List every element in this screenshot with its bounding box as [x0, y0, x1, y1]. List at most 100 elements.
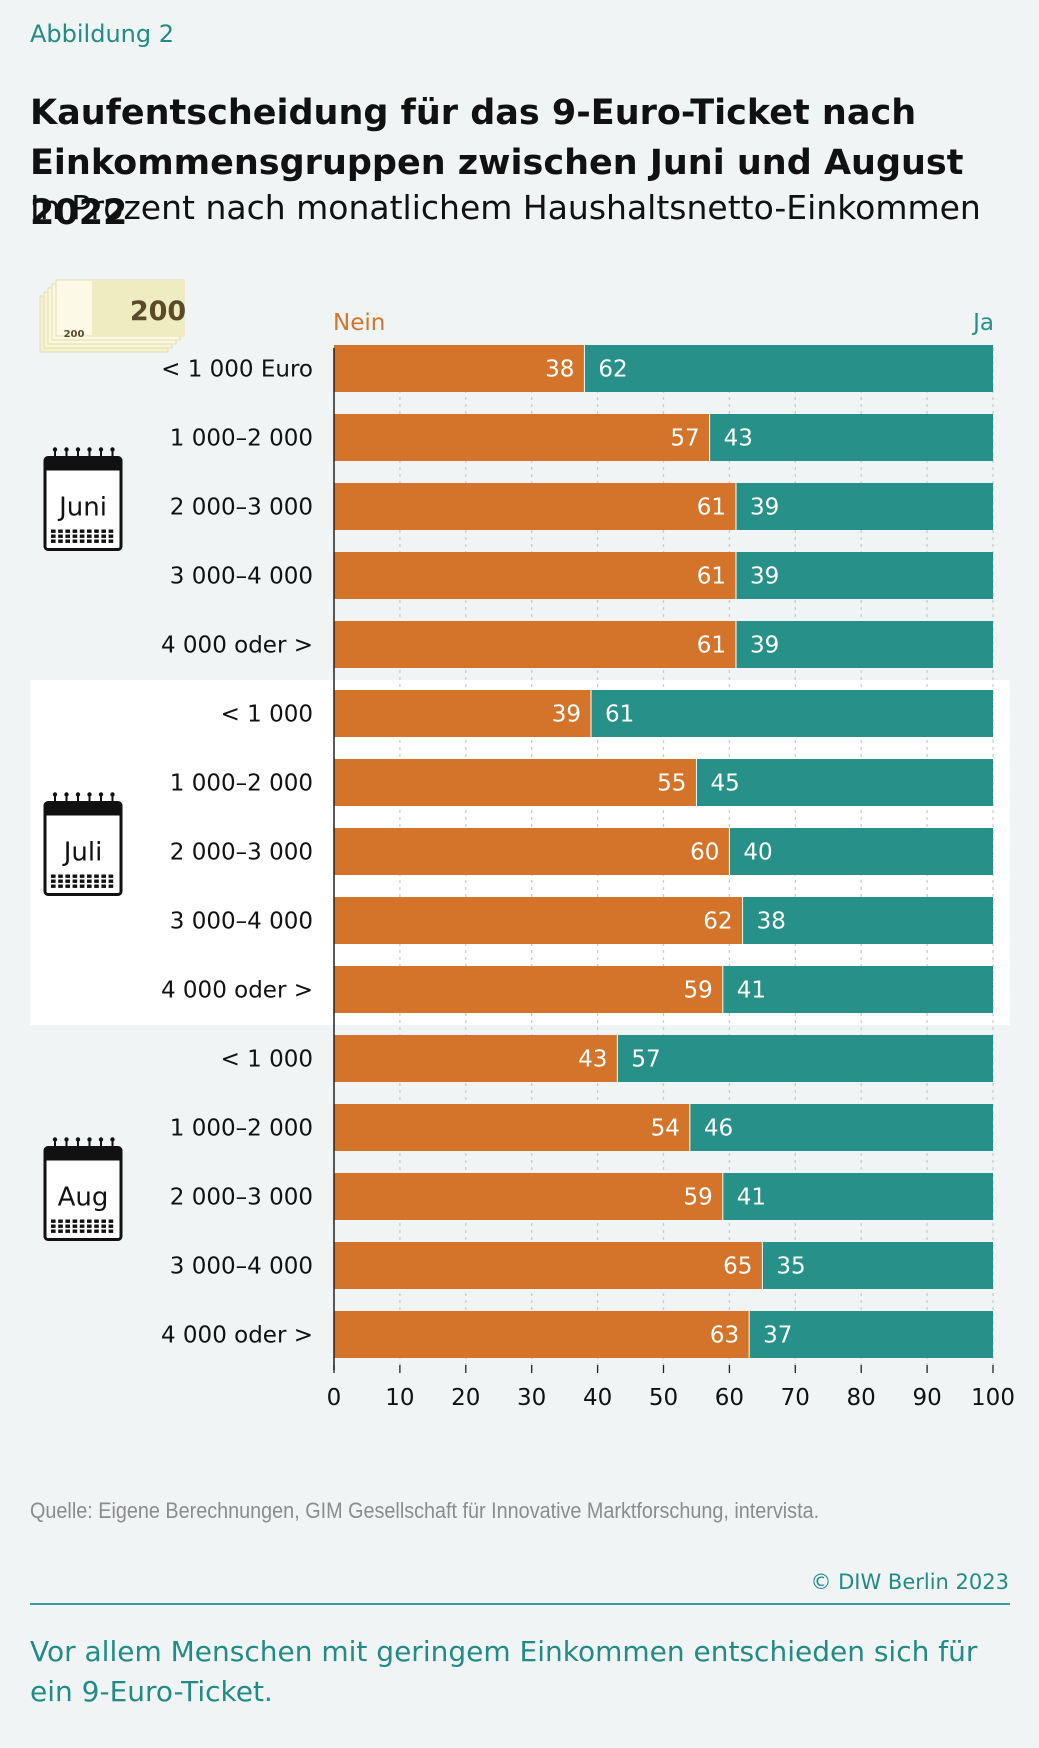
- value-label-ja: 38: [757, 909, 786, 935]
- value-label-ja: 39: [750, 564, 779, 590]
- money-icon-value: 200: [130, 296, 186, 327]
- figure-label: Abbildung 2: [30, 20, 175, 48]
- category-label: 1 000–2 000: [170, 771, 313, 797]
- chart-subtitle: In Prozent nach monatlichem Haushaltsnet…: [30, 188, 981, 227]
- bar-ja: [591, 690, 993, 737]
- category-label: 4 000 oder >: [161, 1323, 313, 1349]
- bar-ja: [735, 621, 993, 668]
- bar-nein: [334, 966, 723, 1013]
- source-note: Quelle: Eigene Berechnungen, GIM Gesells…: [30, 1498, 820, 1523]
- calendar-icon: Juni: [43, 447, 123, 551]
- category-label: 4 000 oder >: [161, 978, 313, 1004]
- x-tick-label: 30: [517, 1385, 546, 1411]
- category-label: 3 000–4 000: [170, 909, 313, 935]
- bar-ja: [722, 966, 993, 1013]
- bar-nein: [334, 828, 730, 875]
- value-label-ja: 41: [737, 978, 766, 1004]
- value-label-ja: 43: [724, 426, 753, 452]
- value-label-nein: 60: [690, 840, 719, 866]
- bar-nein: [334, 483, 736, 530]
- value-label-nein: 61: [697, 633, 726, 659]
- value-label-nein: 63: [710, 1323, 739, 1349]
- value-label-ja: 46: [704, 1116, 733, 1142]
- bar-ja: [729, 828, 993, 875]
- money-icon-small-value: 200: [64, 329, 85, 340]
- value-label-nein: 59: [684, 1185, 713, 1211]
- value-label-nein: 43: [578, 1047, 607, 1073]
- bar-ja: [735, 552, 993, 599]
- bar-ja: [709, 414, 993, 461]
- bar-nein: [334, 1104, 690, 1151]
- bar-nein: [334, 621, 736, 668]
- value-label-nein: 61: [697, 495, 726, 521]
- value-label-nein: 62: [703, 909, 732, 935]
- value-label-ja: 39: [750, 633, 779, 659]
- bar-ja: [749, 1311, 993, 1358]
- divider: [30, 1603, 1010, 1605]
- key-takeaway: Vor allem Menschen mit geringem Einkomme…: [30, 1635, 978, 1708]
- bar-nein: [334, 345, 585, 392]
- value-label-ja: 57: [631, 1047, 660, 1073]
- value-label-nein: 65: [723, 1254, 752, 1280]
- bar-nein: [334, 552, 736, 599]
- category-label: 1 000–2 000: [170, 1116, 313, 1142]
- category-label: 2 000–3 000: [170, 495, 313, 521]
- chart-title: Kaufentscheidung für das 9-Euro-Ticket n…: [30, 93, 964, 233]
- x-tick-label: 10: [385, 1385, 414, 1411]
- category-label: < 1 000: [221, 702, 313, 728]
- bar-nein: [334, 897, 743, 944]
- value-label-nein: 39: [552, 702, 581, 728]
- calendar-icon: Juli: [43, 792, 123, 896]
- x-tick-label: 40: [583, 1385, 612, 1411]
- value-label-ja: 37: [763, 1323, 792, 1349]
- bar-ja: [742, 897, 993, 944]
- value-label-nein: 54: [651, 1116, 680, 1142]
- bar-nein: [334, 690, 592, 737]
- value-label-nein: 55: [657, 771, 686, 797]
- money-bills-icon: 200 200: [39, 279, 186, 353]
- value-label-ja: 61: [605, 702, 634, 728]
- bar-ja: [762, 1242, 993, 1289]
- value-label-nein: 57: [670, 426, 699, 452]
- calendar-month-label: Aug: [58, 1183, 109, 1213]
- x-tick-label: 70: [781, 1385, 810, 1411]
- bar-ja: [584, 345, 993, 392]
- bar-ja: [735, 483, 993, 530]
- category-label: 2 000–3 000: [170, 840, 313, 866]
- bar-nein: [334, 1242, 763, 1289]
- value-label-ja: 41: [737, 1185, 766, 1211]
- legend-ja: Ja: [971, 310, 994, 336]
- legend-nein: Nein: [333, 310, 385, 336]
- calendar-month-label: Juli: [62, 838, 103, 868]
- x-tick-label: 90: [912, 1385, 941, 1411]
- value-label-nein: 38: [545, 357, 574, 383]
- category-label: 3 000–4 000: [170, 564, 313, 590]
- category-label: < 1 000: [221, 1047, 313, 1073]
- x-tick-label: 20: [451, 1385, 480, 1411]
- copyright: © DIW Berlin 2023: [810, 1570, 1009, 1594]
- value-label-ja: 35: [776, 1254, 805, 1280]
- x-tick-label: 50: [649, 1385, 678, 1411]
- bar-ja: [689, 1104, 993, 1151]
- calendar-icon: Aug: [43, 1137, 123, 1241]
- value-label-nein: 61: [697, 564, 726, 590]
- category-label: < 1 000 Euro: [161, 357, 313, 383]
- category-label: 3 000–4 000: [170, 1254, 313, 1280]
- x-tick-label: 80: [847, 1385, 876, 1411]
- x-tick-label: 100: [971, 1385, 1015, 1411]
- value-label-ja: 39: [750, 495, 779, 521]
- value-label-ja: 45: [710, 771, 739, 797]
- bar-ja: [696, 759, 993, 806]
- value-label-ja: 62: [598, 357, 627, 383]
- category-label: 2 000–3 000: [170, 1185, 313, 1211]
- bar-nein: [334, 759, 697, 806]
- category-label: 1 000–2 000: [170, 426, 313, 452]
- value-label-ja: 40: [743, 840, 772, 866]
- stacked-bar-chart: 200 200 Nein Ja Juni Juli Aug 38 62 57 43 61 39…: [30, 279, 1015, 1411]
- calendar-month-label: Juni: [57, 493, 107, 523]
- bar-ja: [722, 1173, 993, 1220]
- category-label: 4 000 oder >: [161, 633, 313, 659]
- bar-nein: [334, 1035, 618, 1082]
- value-label-nein: 59: [684, 978, 713, 1004]
- bar-nein: [334, 1311, 750, 1358]
